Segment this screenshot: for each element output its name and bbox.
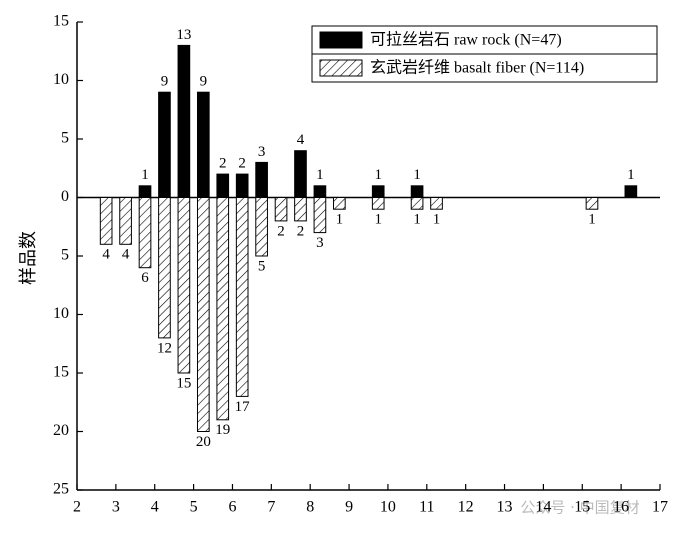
y-tick-label: 0	[61, 188, 69, 205]
bar	[410, 197, 424, 210]
data-label: 4	[122, 247, 130, 263]
bar	[177, 44, 191, 199]
legend-swatch	[319, 59, 363, 77]
bar	[333, 197, 346, 210]
data-label: 2	[219, 156, 227, 172]
x-tick-label: 11	[419, 499, 434, 516]
data-label: 4	[102, 247, 110, 263]
y-tick-label: 15	[53, 13, 69, 30]
bar	[196, 91, 210, 198]
bar	[371, 197, 385, 210]
bar	[430, 197, 443, 210]
bar	[624, 185, 638, 199]
legend-box	[311, 25, 658, 55]
data-label: 20	[196, 434, 211, 450]
y-tick-label: 10	[53, 305, 69, 322]
bar	[313, 185, 327, 199]
bar	[294, 197, 307, 222]
legend-label: 可拉丝岩石 raw rock (N=47)	[370, 31, 562, 49]
data-label: 6	[141, 270, 149, 286]
x-tick-label: 8	[306, 499, 314, 516]
x-tick-label: 5	[190, 499, 198, 516]
bar	[274, 197, 288, 222]
bar	[294, 150, 307, 198]
bar	[410, 185, 424, 199]
data-label: 1	[413, 212, 421, 228]
bar	[255, 197, 268, 257]
data-label: 1	[141, 167, 149, 183]
data-label: 12	[157, 340, 172, 356]
data-label: 15	[176, 375, 191, 391]
data-label: 1	[433, 212, 441, 228]
bar	[255, 161, 268, 198]
data-label: 2	[277, 223, 285, 239]
bar	[119, 197, 132, 245]
data-label: 17	[235, 399, 251, 415]
data-label: 1	[413, 167, 421, 183]
y-tick-label: 15	[53, 364, 69, 381]
data-label: 2	[297, 223, 305, 239]
bar	[313, 197, 327, 234]
data-label: 3	[316, 235, 324, 251]
x-tick-label: 12	[458, 499, 474, 516]
bar	[99, 197, 113, 245]
bar	[138, 197, 152, 269]
data-label: 1	[374, 212, 382, 228]
x-tick-label: 15	[574, 499, 590, 516]
x-tick-label: 2	[73, 499, 81, 516]
x-tick-label: 9	[345, 499, 353, 516]
legend-swatch	[319, 31, 363, 49]
bar	[158, 91, 171, 198]
y-tick-label: 20	[53, 422, 69, 439]
data-label: 5	[258, 258, 266, 274]
x-tick-label: 14	[535, 499, 551, 516]
data-label: 1	[627, 167, 635, 183]
y-tick-label: 5	[61, 130, 69, 147]
bar	[216, 197, 230, 421]
bar	[196, 197, 210, 432]
x-tick-label: 3	[112, 499, 120, 516]
y-tick-label: 10	[53, 71, 69, 88]
data-label: 1	[588, 212, 596, 228]
x-tick-label: 16	[613, 499, 629, 516]
data-label: 9	[200, 74, 208, 90]
x-tick-label: 4	[151, 499, 159, 516]
data-label: 19	[215, 422, 230, 438]
watermark: 公众号 · 中国复材	[520, 499, 639, 517]
bar	[216, 173, 230, 199]
data-label: 4	[297, 132, 305, 148]
bar	[177, 197, 191, 374]
data-label: 13	[176, 27, 191, 43]
y-tick-label: 25	[53, 481, 69, 498]
y-tick-label: 5	[61, 247, 69, 264]
bar	[158, 197, 171, 339]
x-tick-label: 17	[652, 499, 668, 516]
bar	[371, 185, 385, 199]
x-tick-label: 6	[228, 499, 236, 516]
bar	[235, 173, 249, 199]
data-label: 9	[161, 74, 169, 90]
legend-label: 玄武岩纤维 basalt fiber (N=114)	[370, 59, 584, 77]
x-tick-label: 7	[267, 499, 275, 516]
bar	[585, 197, 599, 210]
y-axis-label: 样品数	[18, 231, 38, 285]
legend-box	[311, 53, 658, 83]
bar	[138, 185, 152, 199]
data-label: 1	[316, 167, 324, 183]
data-label: 3	[258, 144, 266, 160]
data-label: 2	[238, 156, 246, 172]
data-label: 1	[374, 167, 382, 183]
x-tick-label: 13	[497, 499, 513, 516]
data-label: 1	[336, 212, 344, 228]
x-tick-label: 10	[380, 499, 396, 516]
bar	[235, 197, 249, 397]
